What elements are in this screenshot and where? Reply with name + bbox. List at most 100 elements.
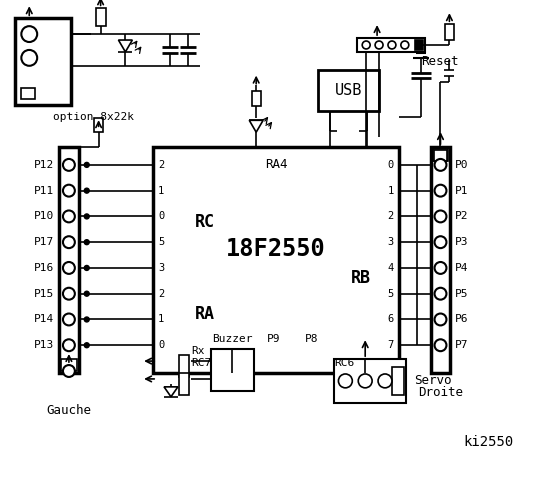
Circle shape [358, 374, 372, 388]
Text: 2: 2 [388, 211, 394, 221]
Text: P3: P3 [455, 237, 469, 247]
Circle shape [435, 313, 446, 325]
Circle shape [22, 50, 37, 66]
Circle shape [435, 339, 446, 351]
Circle shape [435, 185, 446, 197]
Text: Droite: Droite [418, 386, 463, 399]
Text: Gauche: Gauche [46, 404, 91, 417]
Bar [15, 18, 71, 106]
Circle shape [378, 374, 392, 388]
Text: 4: 4 [388, 263, 394, 273]
Circle shape [435, 288, 446, 300]
Text: 2: 2 [158, 288, 164, 299]
Text: P13: P13 [34, 340, 54, 350]
Text: 5: 5 [158, 237, 164, 247]
Circle shape [435, 262, 446, 274]
Bar [179, 373, 189, 395]
Circle shape [338, 374, 352, 388]
Bar [392, 367, 404, 395]
Text: P9: P9 [267, 334, 281, 344]
Text: option 8x22k: option 8x22k [53, 112, 134, 122]
Text: P8: P8 [305, 334, 319, 344]
Circle shape [84, 291, 89, 296]
Bar [22, 87, 35, 99]
Text: P14: P14 [34, 314, 54, 324]
Circle shape [84, 214, 89, 219]
Text: USB: USB [335, 83, 362, 98]
Circle shape [63, 262, 75, 274]
Text: P15: P15 [34, 288, 54, 299]
Bar [153, 147, 399, 373]
Text: Servo: Servo [414, 374, 451, 387]
Bar [335, 359, 406, 403]
Text: 6: 6 [388, 314, 394, 324]
Text: 0: 0 [388, 160, 394, 170]
Text: 2: 2 [158, 160, 164, 170]
Text: P5: P5 [455, 288, 469, 299]
Text: Rx: Rx [191, 346, 204, 356]
Bar [94, 118, 103, 132]
Text: 3: 3 [158, 263, 164, 273]
Text: P6: P6 [455, 314, 469, 324]
Circle shape [84, 162, 89, 168]
Circle shape [362, 41, 370, 49]
Bar [445, 24, 454, 40]
Text: 1: 1 [158, 186, 164, 196]
Circle shape [84, 317, 89, 322]
Text: 1: 1 [388, 186, 394, 196]
Text: P12: P12 [34, 160, 54, 170]
Text: RA: RA [195, 305, 215, 323]
Circle shape [84, 265, 89, 270]
Bar [317, 70, 379, 111]
Bar [59, 147, 79, 373]
Circle shape [22, 26, 37, 42]
Bar [252, 91, 260, 107]
Text: P4: P4 [455, 263, 469, 273]
Bar [431, 147, 450, 373]
Circle shape [63, 159, 75, 171]
Circle shape [388, 41, 396, 49]
Bar [179, 355, 189, 377]
Text: 7: 7 [388, 340, 394, 350]
Text: 3: 3 [388, 237, 394, 247]
Text: P11: P11 [34, 186, 54, 196]
Circle shape [63, 313, 75, 325]
Text: Buzzer: Buzzer [212, 334, 253, 344]
Circle shape [63, 185, 75, 197]
Text: RB: RB [351, 269, 371, 287]
Circle shape [84, 343, 89, 348]
Circle shape [435, 210, 446, 222]
Text: 5: 5 [388, 288, 394, 299]
Text: P17: P17 [34, 237, 54, 247]
Text: RC6: RC6 [335, 358, 354, 368]
Text: 0: 0 [158, 211, 164, 221]
Text: ki2550: ki2550 [463, 435, 513, 449]
Text: P1: P1 [455, 186, 469, 196]
Circle shape [63, 210, 75, 222]
Bar [96, 8, 106, 26]
Text: RC7: RC7 [191, 358, 211, 368]
Circle shape [435, 236, 446, 248]
Circle shape [375, 41, 383, 49]
Bar [434, 150, 447, 161]
Circle shape [435, 159, 446, 171]
Circle shape [401, 41, 409, 49]
Text: RA4: RA4 [265, 158, 287, 171]
Circle shape [63, 339, 75, 351]
Text: P10: P10 [34, 211, 54, 221]
Circle shape [84, 188, 89, 193]
Text: 1: 1 [158, 314, 164, 324]
Bar [211, 349, 254, 391]
Circle shape [63, 288, 75, 300]
Bar [432, 149, 448, 161]
Text: 0: 0 [158, 340, 164, 350]
Text: Reset: Reset [421, 55, 458, 68]
Text: P7: P7 [455, 340, 469, 350]
Text: 18F2550: 18F2550 [226, 237, 326, 261]
Bar [415, 40, 422, 50]
Text: P0: P0 [455, 160, 469, 170]
Circle shape [63, 365, 75, 377]
Text: P16: P16 [34, 263, 54, 273]
Bar [61, 359, 77, 371]
Text: RC: RC [195, 213, 215, 230]
